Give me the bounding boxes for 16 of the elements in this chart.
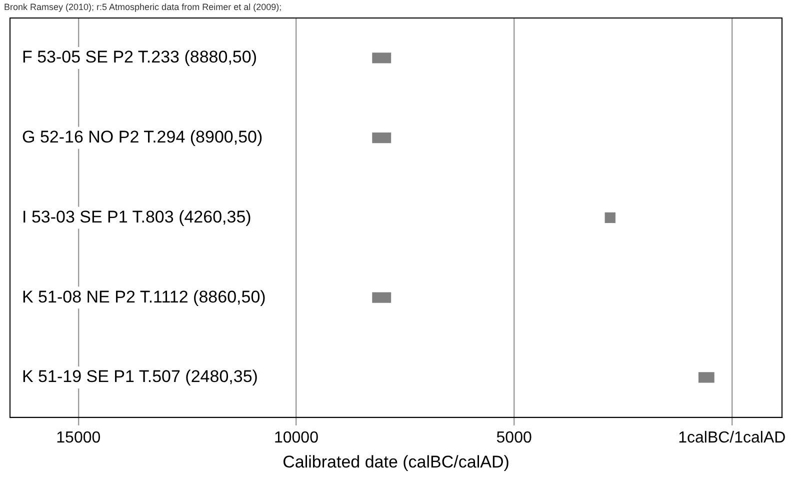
- y-tick-label: K 51-19 SE P1 T.507 (2480,35): [22, 367, 258, 386]
- x-tick-label: 5000: [496, 429, 532, 446]
- x-tick-label: 1calBC/1calAD: [678, 429, 786, 446]
- y-tick-label: I 53-03 SE P1 T.803 (4260,35): [22, 207, 252, 226]
- y-tick-label: G 52-16 NO P2 T.294 (8900,50): [22, 128, 263, 147]
- chart-title: Bronk Ramsey (2010); r:5 Atmospheric data from Reimer et al (2009);: [4, 2, 282, 12]
- bar: [372, 292, 392, 303]
- bar: [372, 52, 392, 64]
- y-tick-label: K 51-08 NE P2 T.1112 (8860,50): [22, 287, 266, 306]
- x-tick-label: 10000: [274, 429, 319, 446]
- bar: [372, 132, 392, 144]
- bar: [604, 212, 616, 224]
- bar: [698, 372, 714, 383]
- y-tick-label: F 53-05 SE P2 T.233 (8880,50): [22, 48, 258, 67]
- x-tick-label: 15000: [56, 429, 101, 446]
- x-axis-title: Calibrated date (calBC/calAD): [282, 452, 510, 472]
